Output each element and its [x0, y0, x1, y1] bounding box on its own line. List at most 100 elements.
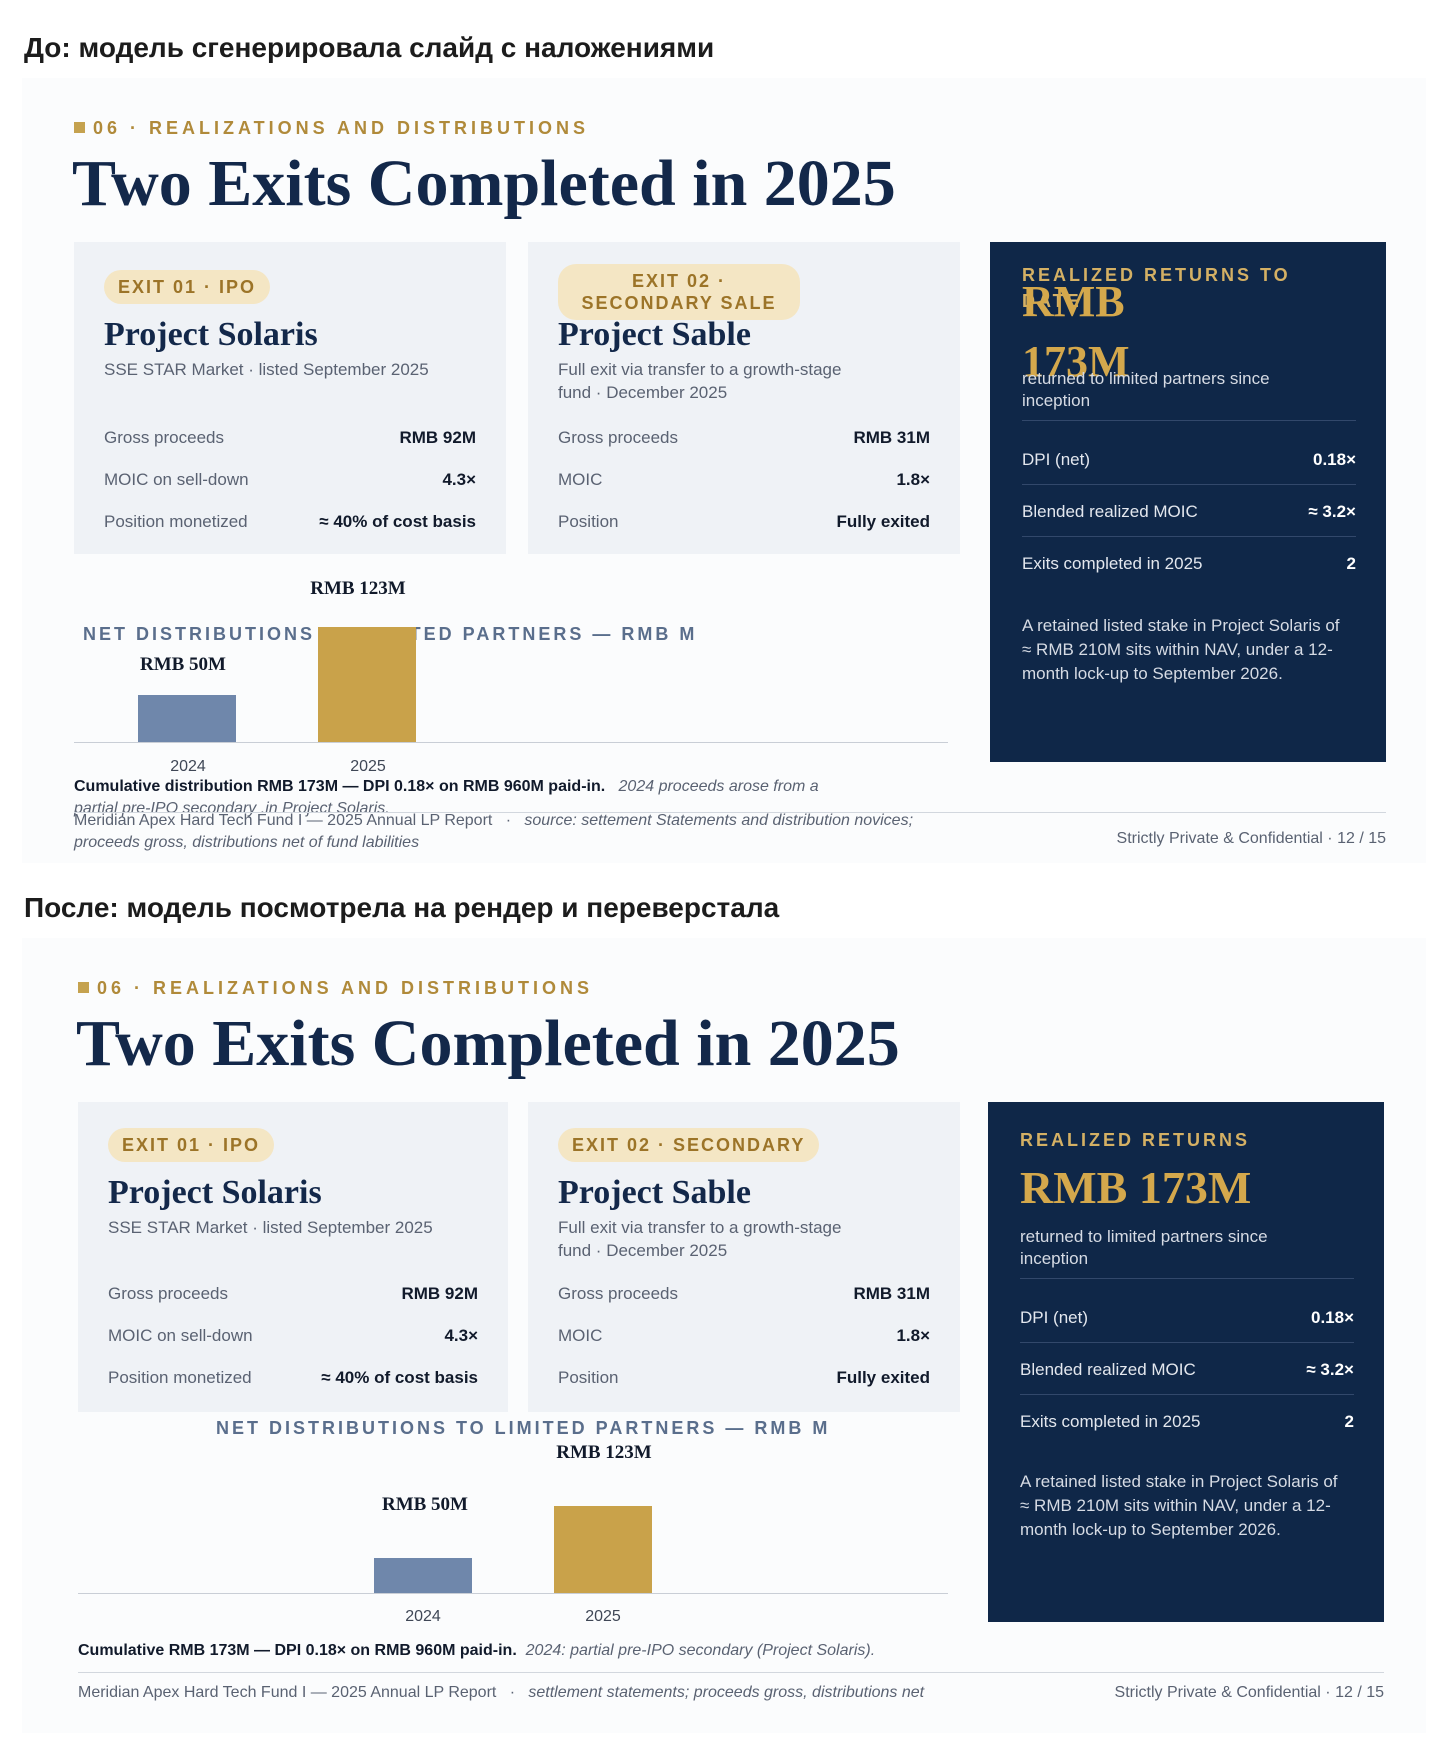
panel-row-value: ≈ 3.2×	[1308, 502, 1356, 521]
row-label: Position monetized	[104, 512, 248, 531]
panel-kicker: REALIZED RETURNS TO DATE	[1022, 265, 1291, 311]
square-bullet-icon	[74, 122, 85, 133]
slide-after: 06 · REALIZATIONS AND DISTRIBUTIONS Two …	[22, 938, 1426, 1733]
exit-pill: EXIT 01 · IPO	[104, 270, 271, 304]
project-name: Project Sable	[558, 1174, 751, 1211]
panel-row-label: Blended realized MOIC	[1022, 502, 1198, 521]
footer-rule	[78, 1672, 1384, 1673]
row-value: 4.3×	[442, 470, 476, 489]
bar-2024	[374, 1558, 472, 1593]
footer-source-line2: proceeds gross, distributions net of fun…	[74, 834, 419, 852]
row-value: Fully exited	[836, 1368, 930, 1387]
panel-row-label: DPI (net)	[1022, 450, 1091, 469]
panel-row-value: 0.18×	[1312, 450, 1356, 469]
row-label: Position monetized	[108, 1368, 252, 1387]
bar-data-label-2024: RMB 50M	[381, 1494, 468, 1515]
panel-divider	[1020, 1278, 1354, 1279]
project-name: Project Solaris	[108, 1174, 322, 1211]
footer-dot: ·	[505, 812, 512, 829]
cumulative-bold: Cumulative RMB 173M — DPI 0.18× on RMB 9…	[78, 1642, 517, 1659]
caption-before: До: модель сгенерировала слайд с наложен…	[24, 32, 715, 63]
project-subtitle: SSE STAR Market · listed September 2025	[104, 360, 429, 379]
caption-after: После: модель посмотрела на рендер и пер…	[24, 892, 780, 923]
row-value: RMB 31M	[853, 428, 930, 447]
bar-category-2024: 2024	[405, 1608, 441, 1625]
panel-description: returned to limited partners since incep…	[1022, 369, 1270, 410]
row-label: Gross proceeds	[558, 1284, 678, 1303]
panel-divider	[1020, 1342, 1354, 1343]
bar-2024	[138, 695, 236, 742]
footer-left: Meridian Apex Hard Tech Fund I — 2025 An…	[74, 812, 913, 830]
footer-right: Strictly Private & Confidential · 12 / 1…	[1116, 830, 1386, 847]
bar-2025	[554, 1506, 652, 1593]
bar-data-label-2024: RMB 50M	[139, 654, 226, 675]
row-value: ≈ 40% of cost basis	[321, 1368, 478, 1387]
panel-row-label: Blended realized MOIC	[1020, 1360, 1196, 1379]
page-title: Two Exits Completed in 2025	[72, 147, 896, 220]
cumulative-bold: Cumulative distribution RMB 173M — DPI 0…	[74, 778, 606, 795]
row-value: 4.3×	[444, 1326, 478, 1345]
exit-card-solaris: EXIT 01 · IPO Project Solaris SSE STAR M…	[78, 1102, 508, 1412]
cumulative-note: 2024: partial pre-IPO secondary (Project…	[525, 1642, 876, 1659]
project-subtitle: Full exit via transfer to a growth-stage…	[558, 360, 842, 402]
footer-source-2: proceeds gross, distributions net of fun…	[74, 834, 420, 851]
page-title: Two Exits Completed in 2025	[76, 1007, 900, 1080]
exit-card-sable: EXIT 02 · SECONDARY SALE Project Sable F…	[528, 242, 960, 554]
panel-description: returned to limited partners since incep…	[1020, 1227, 1268, 1268]
square-bullet-icon	[78, 982, 89, 993]
panel-row-value: 2	[1346, 554, 1356, 573]
row-value: Fully exited	[836, 512, 930, 531]
chart-axis	[78, 1593, 948, 1594]
panel-row-label: Exits completed in 2025	[1020, 1412, 1201, 1431]
exit-card-sable: EXIT 02 · SECONDARY Project Sable Full e…	[528, 1102, 960, 1412]
bar-category-2025: 2025	[350, 758, 386, 775]
exit-pill: EXIT 02 · SECONDARY SALE	[558, 264, 800, 320]
bar-data-label-2025: RMB 123M	[310, 578, 406, 599]
panel-note: A retained listed stake in Project Solar…	[1022, 616, 1340, 683]
exit-card-solaris: EXIT 01 · IPO Project Solaris SSE STAR M…	[74, 242, 506, 554]
footer-report-name: Meridian Apex Hard Tech Fund I — 2025 An…	[78, 1684, 497, 1701]
slide-before: 06 · REALIZATIONS AND DISTRIBUTIONS Two …	[22, 78, 1426, 863]
footer-left: Meridian Apex Hard Tech Fund I — 2025 An…	[78, 1684, 924, 1702]
eyebrow-text: 06 · REALIZATIONS AND DISTRIBUTIONS	[93, 118, 590, 138]
chart-title: NET DISTRIBUTIONS TO LIMITED PARTNERS — …	[216, 1418, 831, 1438]
panel-row-label: DPI (net)	[1020, 1308, 1089, 1327]
cumulative-note: 2024 proceeds arose from a	[618, 778, 819, 795]
section-eyebrow: 06 · REALIZATIONS AND DISTRIBUTIONS	[78, 978, 593, 999]
footer-right: Strictly Private & Confidential · 12 / 1…	[1114, 1684, 1384, 1701]
cumulative-summary: Cumulative RMB 173M — DPI 0.18× on RMB 9…	[78, 1642, 875, 1660]
panel-total: RMB 173M	[1022, 277, 1130, 386]
panel-note: A retained listed stake in Project Solar…	[1020, 1472, 1338, 1539]
footer-report-name: Meridian Apex Hard Tech Fund I — 2025 An…	[74, 812, 493, 829]
row-label: Position	[558, 512, 619, 531]
panel-divider	[1022, 484, 1356, 485]
row-value: 1.8×	[896, 470, 930, 489]
bar-data-label-2025: RMB 123M	[556, 1442, 652, 1463]
row-label: MOIC	[558, 470, 603, 489]
row-label: MOIC on sell-down	[108, 1326, 253, 1345]
row-label: Gross proceeds	[558, 428, 678, 447]
footer-rule	[74, 812, 1386, 813]
section-eyebrow: 06 · REALIZATIONS AND DISTRIBUTIONS	[74, 118, 589, 139]
bar-2025	[318, 627, 416, 742]
exit-pill: EXIT 01 · IPO	[108, 1128, 275, 1162]
panel-divider	[1022, 420, 1356, 421]
panel-kicker: REALIZED RETURNS	[1020, 1130, 1251, 1150]
row-label: Gross proceeds	[108, 1284, 228, 1303]
row-label: MOIC on sell-down	[104, 470, 249, 489]
exit-pill: EXIT 02 · SECONDARY	[558, 1128, 820, 1162]
footer-source: settlement statements; proceeds gross, d…	[528, 1684, 925, 1701]
project-name: Project Sable	[558, 316, 751, 353]
panel-row-value: 0.18×	[1310, 1308, 1354, 1327]
bar-category-2025: 2025	[585, 1608, 621, 1625]
cumulative-summary: Cumulative distribution RMB 173M — DPI 0…	[74, 778, 819, 796]
row-value: RMB 31M	[853, 1284, 930, 1303]
project-subtitle: SSE STAR Market · listed September 2025	[108, 1218, 433, 1237]
row-value: RMB 92M	[399, 428, 476, 447]
chart-axis	[74, 742, 948, 743]
row-label: Position	[558, 1368, 619, 1387]
eyebrow-text: 06 · REALIZATIONS AND DISTRIBUTIONS	[97, 978, 594, 998]
panel-divider	[1022, 536, 1356, 537]
project-name: Project Solaris	[104, 316, 318, 353]
panel-row-value: ≈ 3.2×	[1306, 1360, 1354, 1379]
